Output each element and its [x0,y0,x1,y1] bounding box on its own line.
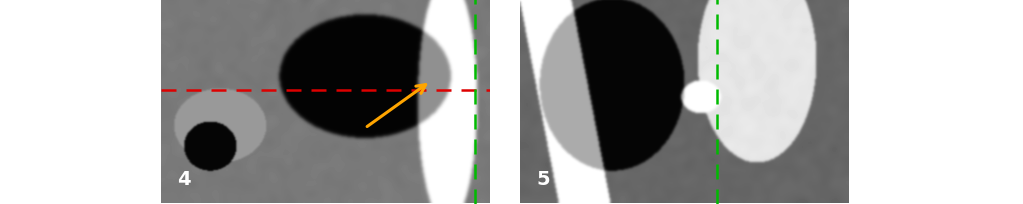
Text: 4: 4 [177,169,190,188]
Text: 5: 5 [536,169,549,188]
